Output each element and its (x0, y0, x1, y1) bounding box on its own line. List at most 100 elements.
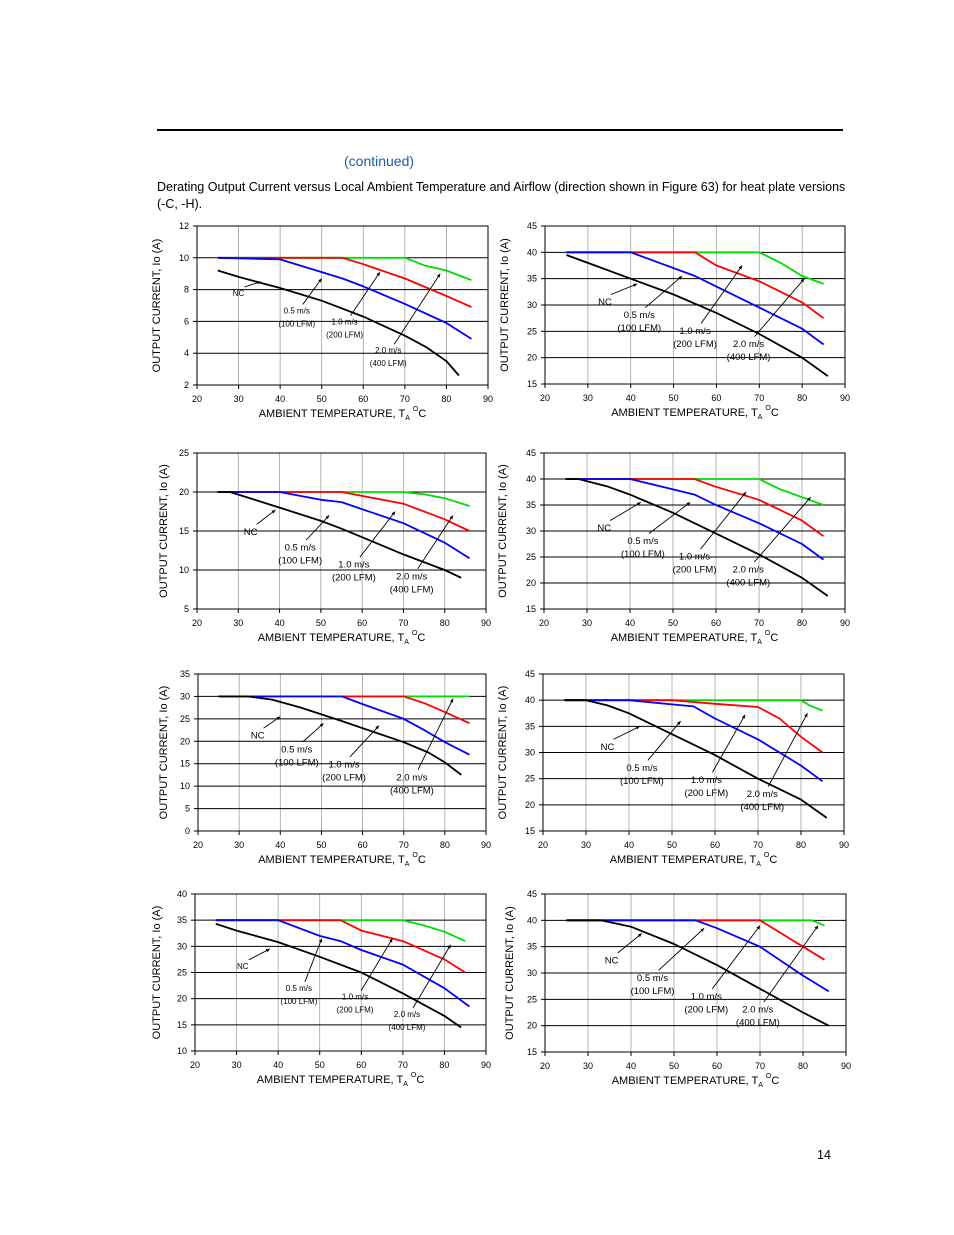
annotation-arrowhead (376, 272, 380, 277)
annotation-arrowhead (276, 716, 281, 721)
x-tick-label: 50 (315, 1060, 325, 1070)
annotation-leader (711, 925, 761, 990)
x-tick-label: 50 (669, 1061, 679, 1071)
x-tick-label: 70 (398, 1060, 408, 1070)
annotation-arrowhead (686, 502, 691, 506)
series-line-2-0-m-s (564, 699, 823, 712)
annotation-arrowhead (635, 726, 640, 730)
annotation-arrowhead (676, 721, 681, 725)
figure-description: Derating Output Current versus Local Amb… (157, 180, 846, 211)
series-line-0-5-m-s (217, 256, 472, 340)
x-tick-label: 60 (710, 840, 720, 850)
x-tick-label: 20 (190, 1060, 200, 1070)
annotation-leader (393, 273, 441, 345)
x-tick-label: 90 (839, 840, 849, 850)
y-tick-label: 40 (526, 474, 536, 484)
annotation-arrowhead (447, 944, 451, 949)
y-tick-label: 20 (527, 1021, 537, 1031)
y-tick-label: 8 (184, 285, 189, 295)
annotation-arrowhead (700, 928, 705, 932)
annotation-arrowhead (389, 938, 393, 943)
y-tick-label: 25 (525, 774, 535, 784)
annotation-arrowhead (633, 283, 638, 287)
annotation-label: 1.0 m/s (200 LFM) (684, 991, 728, 1015)
annotation-leader (700, 265, 743, 324)
y-tick-label: 6 (184, 316, 189, 326)
annotation-leader (349, 725, 380, 758)
x-tick-label: 80 (797, 393, 807, 403)
annotation-leader (417, 515, 454, 570)
annotation-leader (753, 496, 811, 563)
x-tick-label: 20 (538, 840, 548, 850)
annotation-label: NC (251, 731, 265, 742)
x-tick-label: 40 (275, 394, 285, 404)
y-tick-label: 45 (526, 448, 536, 458)
x-tick-label: 30 (234, 394, 244, 404)
y-tick-label: 45 (527, 221, 537, 231)
annotation-label: 0.5 m/s (100 LFM) (278, 306, 315, 328)
x-tick-label: 70 (755, 1061, 765, 1071)
y-axis-label: OUTPUT CURRENT, Io (A) (151, 906, 163, 1040)
annotation-leader (305, 515, 330, 541)
annotation-arrowhead (800, 278, 805, 283)
y-tick-label: 2 (184, 380, 189, 390)
x-axis-label: AMBIENT TEMPERATURE, TAOC (612, 1073, 780, 1089)
y-tick-label: 30 (525, 748, 535, 758)
annotation-label: 1.0 m/s (200 LFM) (337, 993, 374, 1015)
annotation-arrowhead (449, 698, 454, 703)
x-tick-label: 70 (754, 618, 764, 628)
annotation-label: 1.0 m/s (200 LFM) (673, 552, 717, 576)
y-axis-label: OUTPUT CURRENT, Io (A) (158, 686, 170, 820)
annotation-label: NC (598, 297, 612, 308)
y-tick-label: 0 (185, 826, 190, 836)
x-axis-label: AMBIENT TEMPERATURE, TAOC (611, 630, 779, 646)
plot-area (197, 673, 487, 832)
y-tick-label: 10 (179, 253, 189, 263)
annotation-arrowhead (636, 502, 641, 506)
y-tick-label: 25 (526, 552, 536, 562)
annotation-leader (700, 491, 747, 550)
annotation-arrowhead (265, 948, 270, 953)
annotation-label: 1.0 m/s (200 LFM) (673, 326, 717, 350)
y-tick-label: 15 (179, 526, 189, 536)
x-tick-label: 80 (439, 1060, 449, 1070)
annotation-arrowhead (318, 938, 323, 943)
x-tick-label: 60 (711, 618, 721, 628)
y-axis-label: OUTPUT CURRENT, Io (A) (497, 464, 509, 598)
y-tick-label: 5 (184, 604, 189, 614)
series-line-0-5-m-s (217, 491, 470, 560)
annotation-arrowhead (325, 515, 330, 520)
y-tick-label: 40 (527, 915, 537, 925)
y-axis-label: OUTPUT CURRENT, Io (A) (504, 906, 516, 1040)
x-tick-label: 30 (583, 1061, 593, 1071)
annotation-leader (256, 509, 276, 525)
y-tick-label: 15 (527, 1047, 537, 1057)
annotation-leader (617, 933, 643, 954)
y-tick-label: 20 (527, 353, 537, 363)
y-tick-label: 15 (177, 1020, 187, 1030)
series-line-nc (217, 491, 462, 579)
annotation-label: 0.5 m/s (100 LFM) (275, 745, 319, 769)
annotation-leader (712, 714, 746, 773)
y-tick-label: 35 (525, 721, 535, 731)
x-tick-label: 80 (440, 840, 450, 850)
header-rule (157, 129, 843, 131)
annotation-label: NC (233, 289, 245, 298)
y-tick-label: 4 (184, 348, 189, 358)
annotation-label: NC (601, 742, 615, 753)
x-tick-label: 50 (317, 394, 327, 404)
annotation-leader (648, 502, 691, 534)
y-tick-label: 25 (179, 448, 189, 458)
series-line-1-0-m-s (565, 478, 825, 537)
series-line-0-5-m-s (564, 699, 824, 783)
x-tick-label: 60 (356, 1060, 366, 1070)
x-tick-label: 30 (582, 618, 592, 628)
annotation-label: 2.0 m/s (400 LFM) (727, 339, 771, 363)
x-tick-label: 20 (539, 618, 549, 628)
annotation-arrowhead (318, 278, 322, 283)
x-tick-label: 50 (667, 840, 677, 850)
